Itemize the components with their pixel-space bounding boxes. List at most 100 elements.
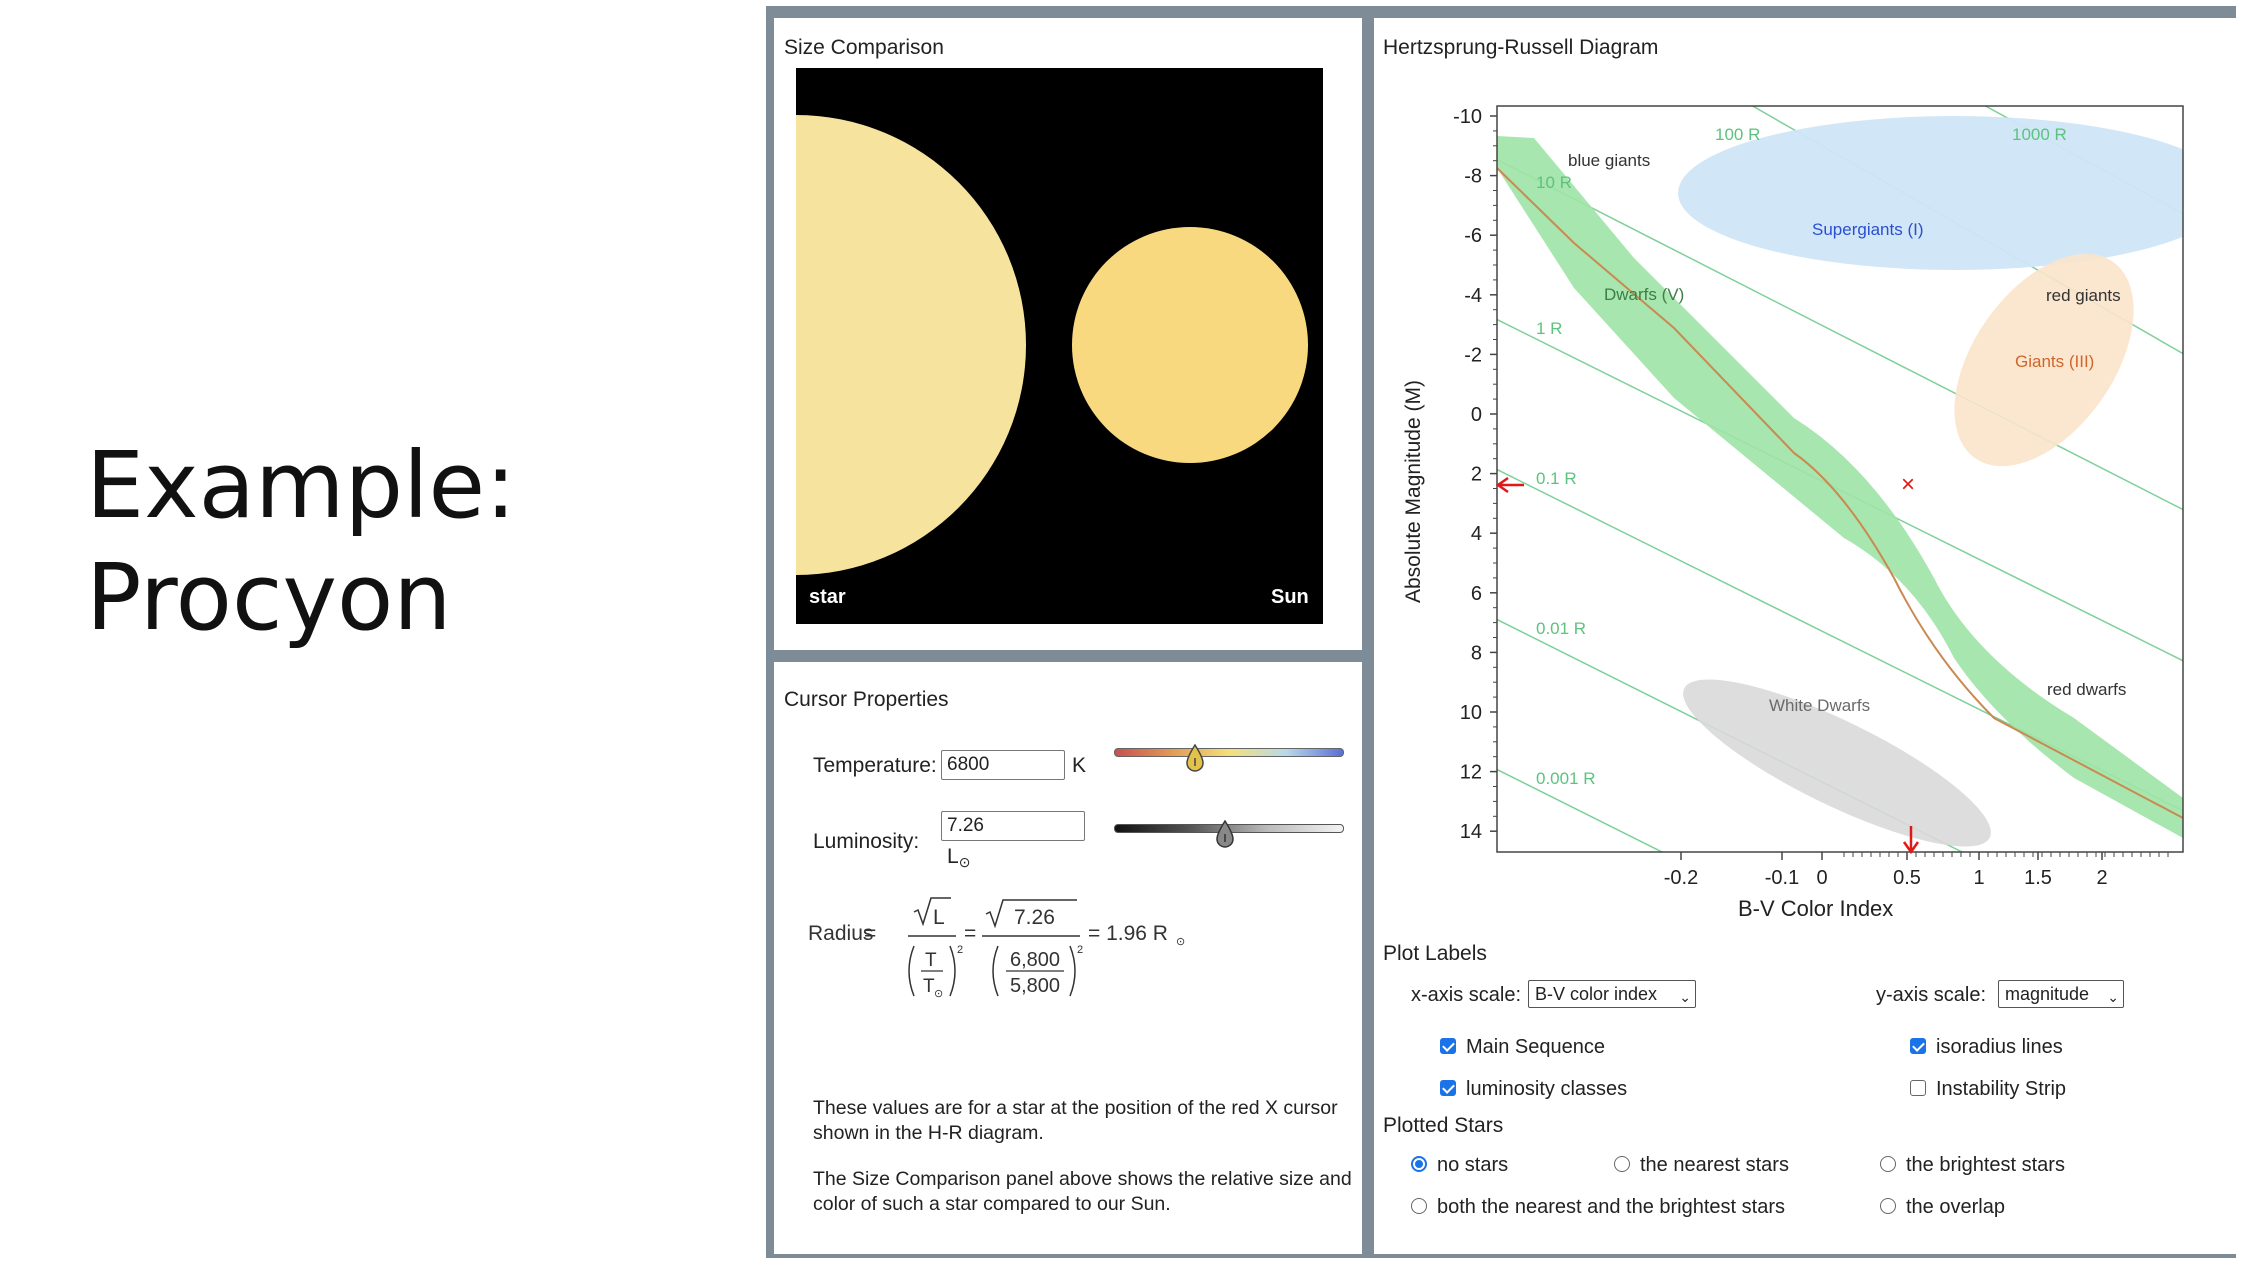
- radio-overlap[interactable]: [1880, 1198, 1896, 1214]
- formula-t-sun: T: [923, 976, 935, 997]
- cursor-x-marker: ×: [1901, 471, 1915, 498]
- radius-label: Radius: [808, 922, 873, 945]
- y-tick-label: 12: [1460, 762, 1482, 784]
- luminosity-slider-thumb[interactable]: [1214, 820, 1236, 848]
- hr-simulator-app: Size Comparison star Sun Cursor Properti…: [766, 6, 2236, 1258]
- y-axis-scale-select[interactable]: magnitude ⌄: [1998, 980, 2124, 1008]
- overlap-label: the overlap: [1906, 1196, 2005, 1218]
- white-dwarfs-region: [1683, 679, 1991, 847]
- chevron-down-icon: ⌄: [1679, 989, 1691, 1005]
- y-tick-label: 8: [1471, 642, 1482, 664]
- plot-frame: [1496, 105, 2184, 853]
- y-cursor-arrow-icon: [1495, 476, 1524, 494]
- nearest-stars-label: the nearest stars: [1640, 1154, 1789, 1176]
- hr-diagram-plot[interactable]: blue giants Supergiants (I) Dwarfs (V) r…: [1374, 18, 2236, 948]
- formula-sqrt-l: L: [933, 906, 945, 929]
- size-comparison-view: star Sun: [796, 68, 1323, 624]
- isoradius-lines-checkbox[interactable]: [1910, 1038, 1926, 1054]
- brightest-stars-label: the brightest stars: [1906, 1154, 2065, 1176]
- instability-strip-checkbox[interactable]: [1910, 1080, 1926, 1096]
- star-label: star: [809, 586, 846, 608]
- luminosity-classes-checkbox[interactable]: [1440, 1080, 1456, 1096]
- svg-text:=: =: [964, 922, 976, 945]
- iso-label-1: 1 R: [1536, 319, 1562, 338]
- iso-label-0-01: 0.01 R: [1536, 619, 1586, 638]
- x-tick-label: 1: [1973, 867, 1984, 889]
- formula-result: = 1.96 R: [1088, 922, 1168, 945]
- x-tick-label: 0: [1816, 867, 1827, 889]
- x-axis-label: B-V Color Index: [1738, 896, 1893, 921]
- label-giants: Giants (III): [2015, 352, 2094, 371]
- supergiants-region: [1678, 116, 2183, 270]
- x-tick-label: 0.5: [1893, 867, 1921, 889]
- main-sequence-band: [1497, 136, 2183, 838]
- formula-t: T: [925, 950, 937, 971]
- x-tick-label: -0.1: [1765, 867, 1799, 889]
- x-axis-scale-select[interactable]: B-V color index ⌄: [1528, 980, 1696, 1008]
- formula-lum-value: 7.26: [1014, 906, 1055, 929]
- iso-label-0-1: 0.1 R: [1536, 469, 1577, 488]
- luminosity-input[interactable]: [941, 811, 1085, 841]
- y-tick-label: 0: [1471, 404, 1482, 426]
- no-stars-label: no stars: [1437, 1154, 1509, 1176]
- temperature-slider[interactable]: [1114, 748, 1344, 757]
- plotted-stars-title: Plotted Stars: [1383, 1114, 1504, 1137]
- y-tick-label: -10: [1453, 106, 1482, 128]
- x-tick-label: -0.2: [1664, 867, 1698, 889]
- y-axis-label: Absolute Magnitude (M): [1402, 380, 1425, 603]
- radio-nearest-stars[interactable]: [1614, 1156, 1630, 1172]
- slide-title-line2: Procyon: [86, 544, 452, 651]
- main-sequence-label: Main Sequence: [1466, 1036, 1605, 1058]
- formula-temp-den: 5,800: [1010, 975, 1060, 997]
- giants-region: [1954, 253, 2134, 467]
- main-sequence-checkbox[interactable]: [1440, 1038, 1456, 1054]
- y-tick-label: 6: [1471, 583, 1482, 605]
- svg-text:⊙: ⊙: [1176, 936, 1185, 948]
- main-sequence-line: [1497, 167, 2183, 819]
- luminosity-unit: L⊙: [947, 845, 970, 871]
- both-stars-label: both the nearest and the brightest stars: [1437, 1196, 1785, 1218]
- instability-strip-label: Instability Strip: [1936, 1078, 2067, 1100]
- x-cursor-arrow-icon: [1902, 826, 1920, 855]
- temperature-unit: K: [1072, 754, 1087, 777]
- y-tick-label: -4: [1464, 285, 1482, 307]
- label-white-dwarfs: White Dwarfs: [1769, 696, 1870, 715]
- cursor-description-2: The Size Comparison panel above shows th…: [813, 1168, 1352, 1215]
- luminosity-label: Luminosity:: [813, 830, 920, 853]
- slide-title-line1: Example:: [86, 432, 517, 539]
- y-tick-label: 14: [1460, 821, 1482, 843]
- temperature-slider-thumb[interactable]: [1184, 744, 1206, 772]
- sun-disc: [1072, 227, 1308, 463]
- radio-both[interactable]: [1411, 1198, 1427, 1214]
- isoradius-lines-label: isoradius lines: [1936, 1036, 2063, 1058]
- y-tick-label: -2: [1464, 344, 1482, 366]
- plot-labels-title: Plot Labels: [1383, 942, 1487, 965]
- radio-no-stars[interactable]: [1411, 1156, 1427, 1172]
- cursor-properties-title: Cursor Properties: [784, 688, 949, 711]
- x-axis-scale-label: x-axis scale:: [1411, 984, 1522, 1006]
- label-supergiants: Supergiants (I): [1812, 220, 1924, 239]
- hr-diagram-title: Hertzsprung-Russell Diagram: [1383, 36, 1659, 59]
- luminosity-classes-label: luminosity classes: [1466, 1078, 1628, 1100]
- sun-label: Sun: [1271, 586, 1309, 608]
- radio-brightest-stars[interactable]: [1880, 1156, 1896, 1172]
- y-axis-scale-value: magnitude: [2005, 984, 2090, 1004]
- y-tick-label: 4: [1471, 523, 1482, 545]
- x-tick-label: 1.5: [2024, 867, 2052, 889]
- temperature-label: Temperature:: [813, 754, 937, 777]
- label-red-dwarfs: red dwarfs: [2047, 680, 2126, 699]
- luminosity-unit-symbol: L: [947, 845, 959, 868]
- chevron-down-icon: ⌄: [2107, 989, 2119, 1005]
- cursor-description-1: These values are for a star at the posit…: [813, 1097, 1338, 1144]
- label-dwarfs: Dwarfs (V): [1604, 285, 1684, 304]
- temperature-input[interactable]: [941, 750, 1065, 780]
- size-comparison-title: Size Comparison: [784, 36, 944, 59]
- y-tick-label: 10: [1460, 702, 1482, 724]
- label-red-giants: red giants: [2046, 286, 2121, 305]
- y-axis-scale-label: y-axis scale:: [1876, 984, 1987, 1006]
- iso-label-1000: 1000 R: [2012, 125, 2067, 144]
- star-disc: [796, 115, 1026, 575]
- slide-title: Example: Procyon: [86, 430, 516, 654]
- y-tick-label: -6: [1464, 225, 1482, 247]
- svg-text:2: 2: [957, 944, 963, 956]
